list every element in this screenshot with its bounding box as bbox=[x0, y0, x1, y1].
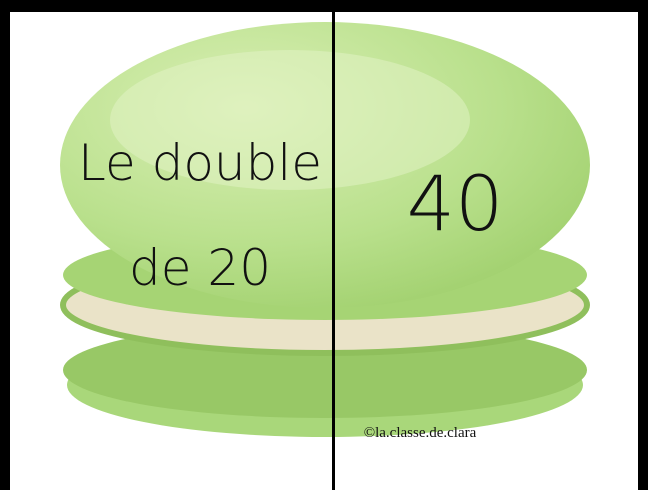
answer: 40 bbox=[407, 159, 504, 248]
right-border bbox=[638, 0, 648, 490]
divider bbox=[332, 0, 335, 490]
question-line: Le double bbox=[78, 134, 322, 192]
left-border bbox=[0, 0, 10, 490]
page: Le double de 20 40 ©la.classe.de.clara (… bbox=[0, 0, 648, 490]
top-border bbox=[0, 0, 648, 12]
credit: ©la.classe.de.clara bbox=[364, 425, 477, 441]
question-line: de 20 bbox=[129, 239, 271, 297]
card: Le double de 20 40 ©la.classe.de.clara bbox=[0, 0, 648, 490]
